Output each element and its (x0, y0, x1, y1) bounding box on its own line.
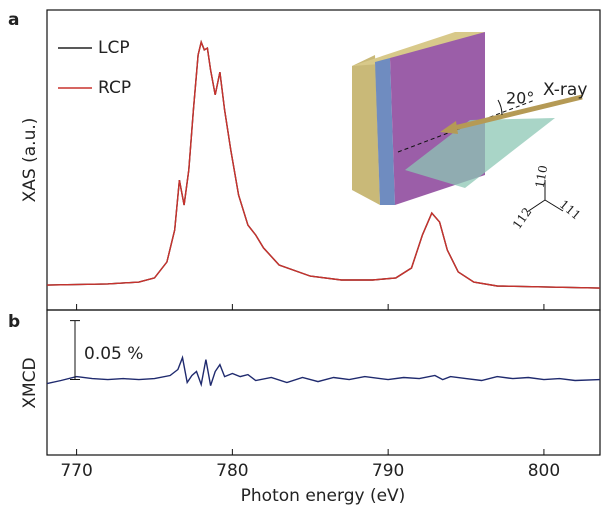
angle-label: 20° (506, 89, 534, 108)
slab-side (352, 55, 380, 205)
y-axis-label: XAS (a.u.) (20, 118, 40, 203)
scattering-plane (405, 118, 555, 188)
plot-frame (46, 309, 601, 456)
plot-frame (46, 9, 601, 311)
x-tick-label: 770 (60, 461, 92, 481)
axis-arrow (526, 199, 546, 213)
slab-layer (375, 58, 395, 205)
axis-label: 111 (557, 197, 584, 222)
beam-head (440, 121, 458, 134)
x-tick-label: 800 (528, 461, 560, 481)
panel-label: a (8, 10, 19, 30)
axis-label: 110 (533, 164, 551, 189)
axis-arrow (544, 199, 564, 212)
y-axis-label: XMCD (20, 357, 40, 408)
xray-beam (449, 94, 583, 132)
data-line (46, 39, 601, 289)
angle-arc (497, 99, 503, 116)
slab-top (352, 32, 485, 66)
inset: 20° X-ray 110 111 112 (352, 32, 587, 232)
x-tick-label: 790 (372, 461, 404, 481)
legend-label: LCP (98, 38, 130, 58)
data-line (46, 355, 601, 388)
legend-label: RCP (98, 78, 131, 98)
x-tick-label: 780 (216, 461, 248, 481)
x-axis-label: Photon energy (eV) (241, 486, 406, 506)
beam-label: X-ray (543, 80, 587, 100)
panel-label: b (8, 312, 20, 332)
scale-bar-label: 0.05 % (84, 344, 143, 364)
scale-bar (70, 320, 80, 381)
